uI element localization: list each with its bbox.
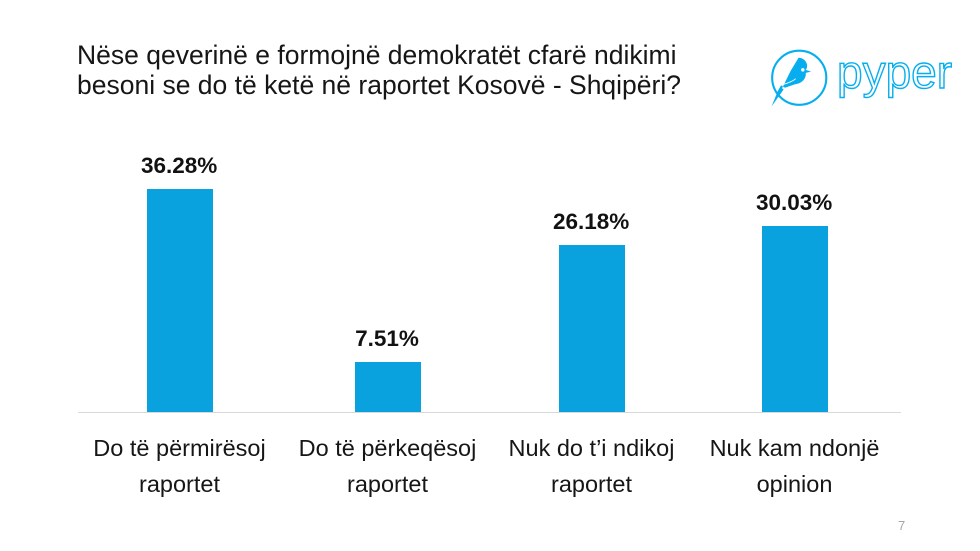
svg-text:pyper: pyper bbox=[837, 46, 952, 98]
